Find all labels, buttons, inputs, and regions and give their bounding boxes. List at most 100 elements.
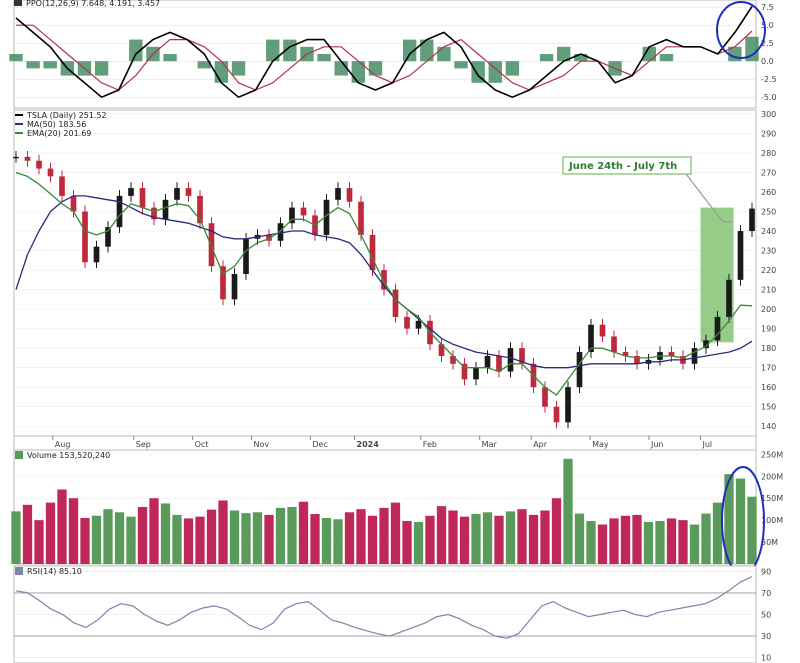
date-axis-frame: [13, 435, 757, 451]
volume-bar: [11, 511, 21, 564]
volume-bar: [517, 509, 527, 564]
volume-bar: [287, 507, 297, 564]
ppo-histogram-bar: [197, 61, 211, 69]
price-candle-body: [358, 201, 364, 235]
price-tick-label: 170: [761, 364, 776, 373]
price-candle-body: [450, 355, 456, 364]
price-candle-body: [128, 188, 134, 196]
volume-tick-label: 100M: [761, 516, 783, 525]
price-candle-body: [323, 199, 330, 235]
volume-bar: [34, 520, 44, 564]
volume-bar: [356, 509, 366, 564]
rsi-grid: [14, 571, 756, 658]
ppo-histogram-bar: [557, 46, 571, 62]
date-axis: Aug Sep Oct Nov Dec 2024 Feb Mar Apr May Jun Jul: [13, 435, 757, 451]
price-candle-body: [300, 207, 307, 216]
ppo-histogram-bar: [488, 61, 502, 83]
price-panel: 300 290 280 270 260 250 240 230 220 210 200 190 180 1…: [13, 109, 776, 437]
price-tick-label: 150: [761, 403, 776, 412]
date-label: Mar: [482, 440, 498, 449]
ppo-tick-label: 2.5: [761, 39, 774, 48]
price-candle-body: [634, 355, 640, 364]
price-candle-body: [151, 207, 157, 220]
price-candle-body: [174, 188, 180, 200]
volume-bar: [678, 520, 688, 564]
price-candle-body: [668, 352, 675, 356]
volume-bar: [586, 521, 596, 564]
price-candle-body: [611, 336, 617, 353]
volume-bars: [11, 458, 757, 564]
volume-bar: [149, 498, 159, 564]
volume-bar: [459, 516, 470, 564]
ppo-histogram-bar: [266, 39, 280, 62]
ppo-histogram-bar: [231, 61, 246, 76]
volume-bar: [471, 514, 481, 564]
volume-bar: [80, 517, 90, 564]
ppo-histogram-bar: [26, 61, 40, 69]
volume-bar: [241, 513, 251, 564]
ppo-histogram-bar: [94, 61, 109, 76]
price-candle-body: [622, 352, 629, 356]
price-candle-body: [576, 352, 583, 388]
price-candle-body: [714, 316, 721, 341]
volume-bar: [735, 478, 746, 564]
ppo-histogram-bar: [539, 54, 554, 62]
price-tick-label: 260: [761, 188, 776, 197]
price-tick-label: 160: [761, 383, 776, 392]
volume-tick-label: 50M: [761, 538, 778, 547]
volume-tick-label: 250M: [761, 450, 783, 459]
volume-bar: [482, 512, 493, 564]
volume-bar: [425, 515, 435, 564]
volume-bar: [172, 514, 182, 564]
volume-bar: [218, 500, 228, 564]
volume-bar: [655, 521, 665, 564]
price-annotation: June 24th - July 7th: [562, 156, 731, 223]
price-candle-body: [47, 168, 54, 177]
date-label: Feb: [423, 440, 437, 449]
price-tick-label: 190: [761, 325, 776, 334]
volume-bar: [45, 502, 56, 564]
price-candle-body: [519, 348, 525, 364]
price-candle-body: [565, 387, 571, 423]
price-candle-body: [726, 279, 732, 317]
volume-bar: [68, 498, 79, 564]
ppo-histogram-bar: [317, 54, 331, 62]
volume-bar: [551, 498, 562, 564]
price-legend-item: MA(50) 183.56: [27, 120, 86, 129]
volume-bar: [91, 515, 102, 564]
ppo-panel: 7.5 5.0 2.5 0.0 -2.5 -5.0 PPO(12,26,9) 7.648,…: [9, 0, 777, 109]
volume-bar: [448, 510, 458, 564]
ppo-grid: [14, 6, 756, 98]
price-candle-body: [588, 324, 594, 353]
volume-bar: [402, 521, 412, 564]
price-candle-body: [289, 207, 295, 224]
volume-tick-label: 150M: [761, 494, 783, 503]
volume-bar: [390, 502, 401, 564]
price-tick-label: 220: [761, 266, 776, 275]
ppo-tick-label: 5.0: [761, 21, 774, 30]
ppo-histogram-bar: [659, 54, 674, 62]
price-candle-body: [162, 199, 169, 220]
ppo-histogram-bar: [745, 36, 759, 62]
volume-bar: [114, 512, 125, 564]
volume-bar: [22, 504, 33, 564]
ppo-histogram-bar: [129, 39, 143, 62]
price-tick-label: 200: [761, 305, 776, 314]
price-moving-averages: [15, 171, 753, 396]
ppo-line: [15, 6, 753, 98]
ppo-legend: PPO(12,26,9) 7.648, 4.191, 3.457: [26, 0, 160, 8]
volume-bar: [160, 503, 171, 564]
volume-bar: [310, 514, 320, 564]
price-tick-labels: 300 290 280 270 260 250 240 230 220 210 200 190 180 1…: [761, 110, 776, 431]
ppo-histogram-bar: [9, 54, 23, 62]
ppo-legend-swatch: [14, 0, 22, 6]
price-tick-label: 300: [761, 110, 776, 119]
date-label: Oct: [195, 440, 209, 449]
volume-bar: [747, 496, 757, 564]
price-candle-body: [507, 348, 514, 372]
volume-bar: [413, 521, 424, 564]
volume-bar: [436, 506, 447, 564]
volume-bar: [528, 514, 539, 564]
